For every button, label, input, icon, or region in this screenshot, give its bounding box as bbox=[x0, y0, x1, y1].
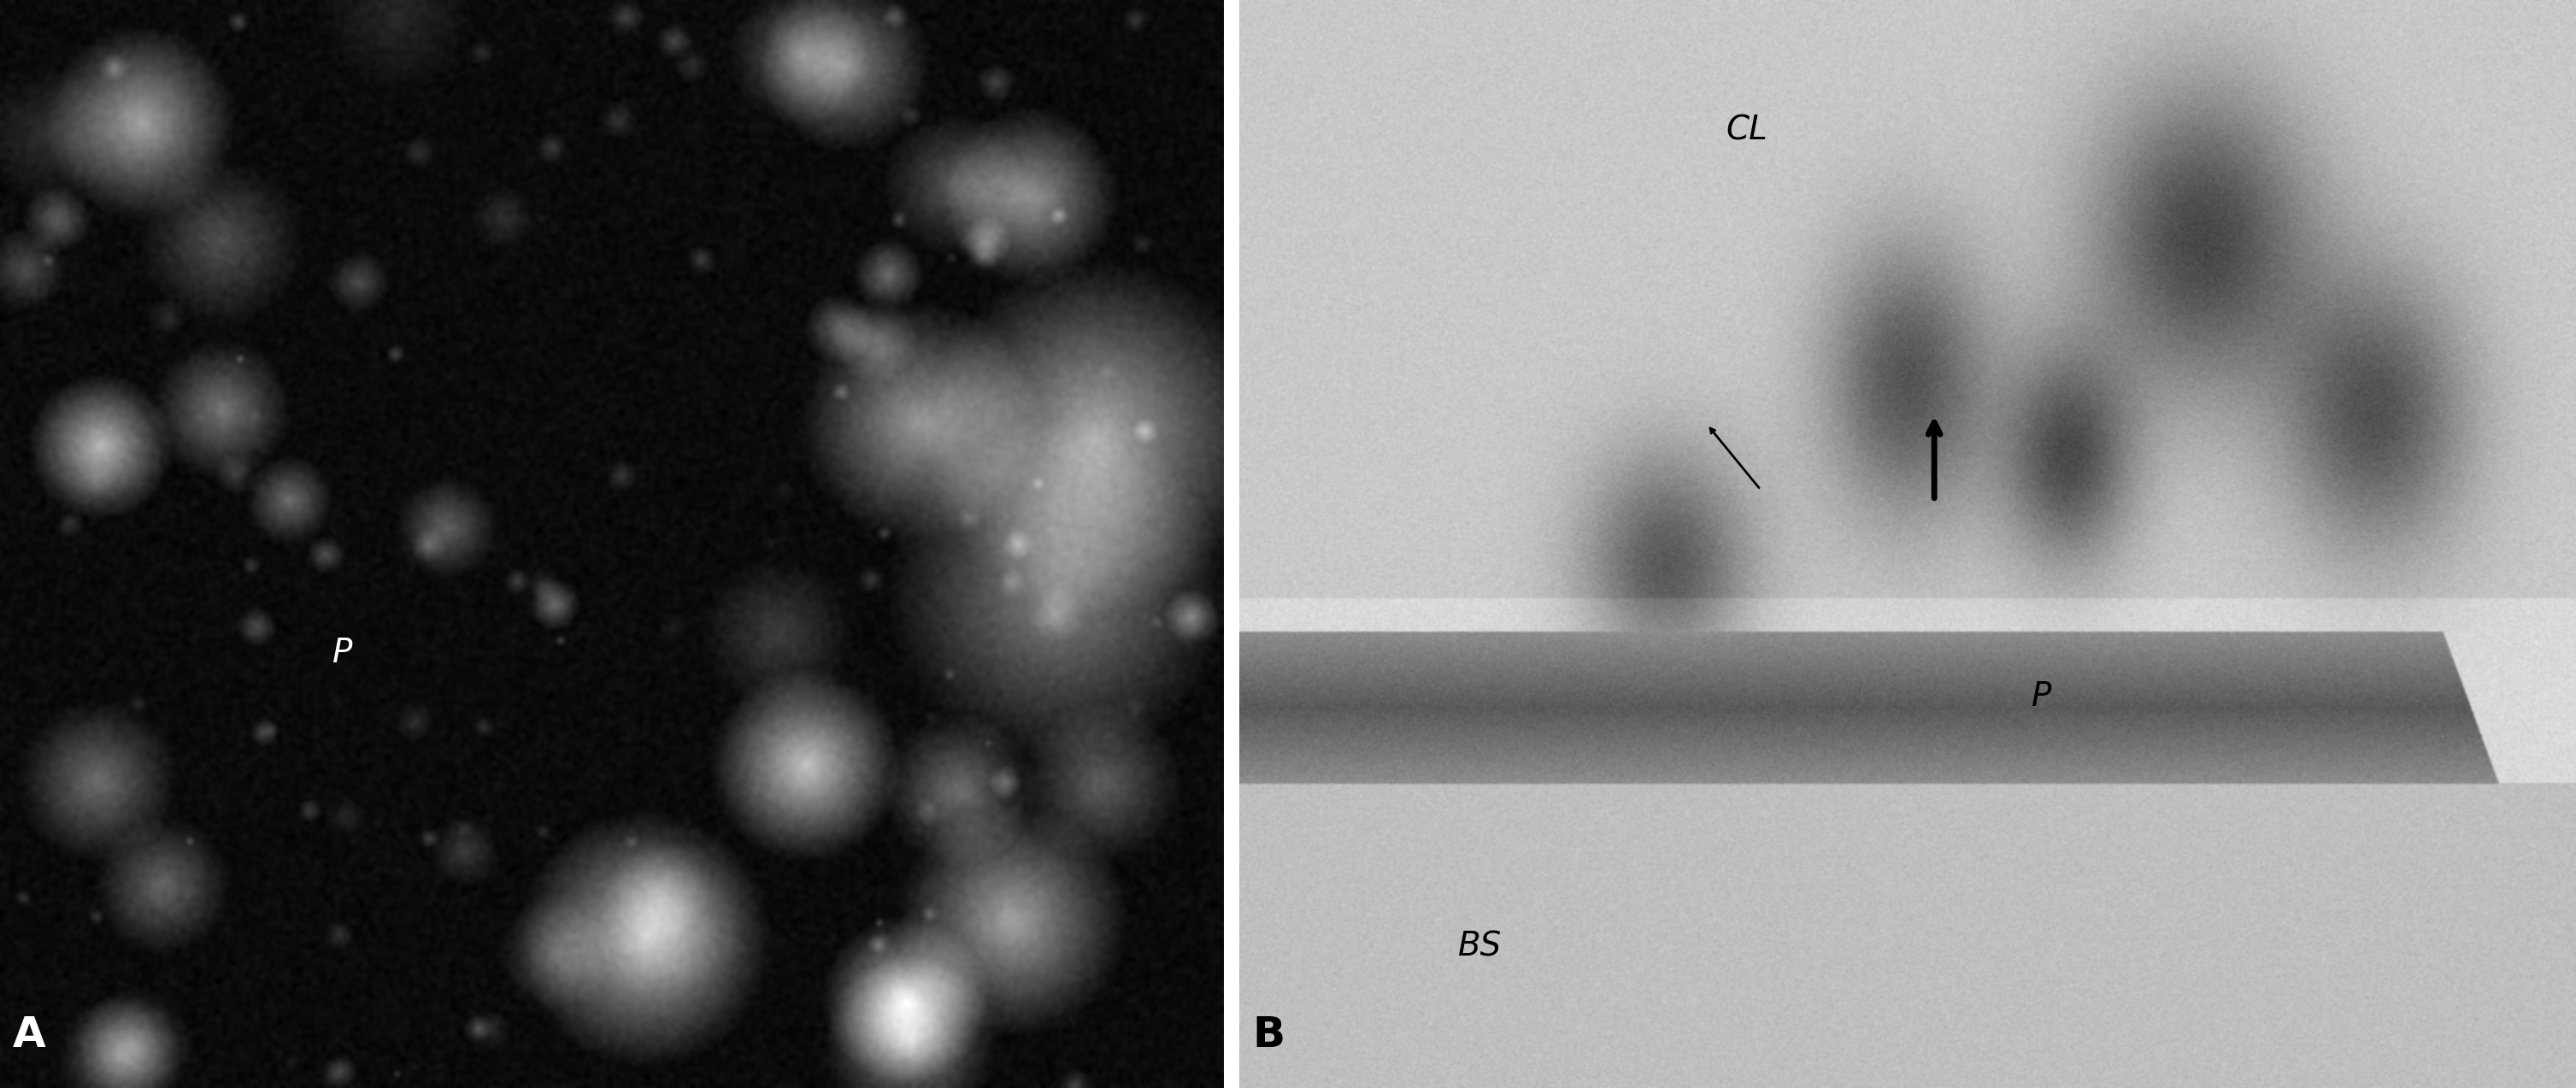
Text: P: P bbox=[332, 636, 353, 669]
Text: CL: CL bbox=[1726, 114, 1767, 147]
Text: A: A bbox=[13, 1014, 46, 1055]
Text: P: P bbox=[2032, 680, 2050, 713]
Text: B: B bbox=[1252, 1014, 1285, 1055]
Text: BS: BS bbox=[1458, 930, 1502, 963]
